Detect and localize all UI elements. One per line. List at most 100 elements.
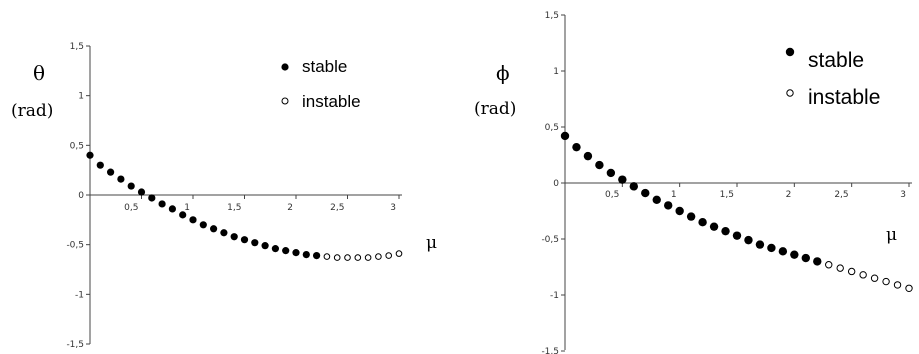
legend-label-instable: instable	[808, 86, 880, 109]
theta-chart: 1,510,50-0,5-1-1,5 0,5 1 1,5 2 2,5 3 θ (rad) …	[11, 42, 437, 350]
stable-point	[168, 205, 176, 213]
stable-point	[271, 245, 279, 253]
stable-point	[801, 253, 810, 263]
instable-point	[364, 254, 372, 261]
y-tick-label: -1,5	[541, 347, 559, 354]
legend-label-instable: instable	[302, 92, 361, 111]
y-tick-label: -0,5	[541, 235, 559, 245]
instable-point	[847, 267, 856, 276]
instable-point	[825, 261, 833, 269]
stable-point	[595, 160, 604, 170]
stable-point	[686, 212, 696, 221]
stable-point	[629, 182, 638, 191]
stable-point	[179, 211, 187, 219]
x-axis-label: μ	[886, 225, 897, 245]
y-tick-label: 0,5	[70, 141, 84, 151]
y-tick-label: 1,5	[70, 42, 84, 52]
legend-marker-stable	[281, 63, 289, 71]
y-tick-label: 0,5	[545, 123, 559, 133]
y-tick-label: 0	[78, 191, 84, 201]
stable-point	[572, 142, 581, 152]
stable-point	[240, 236, 249, 244]
instable-point	[836, 264, 844, 272]
stable-point	[813, 257, 822, 266]
legend-label-stable: stable	[302, 57, 347, 76]
stable-point	[641, 188, 650, 198]
legend-marker-instable	[281, 97, 289, 105]
x-axis-label: μ	[426, 233, 437, 253]
stable-point	[778, 247, 788, 256]
x-tick-label: 2	[287, 203, 293, 213]
stable-point	[721, 226, 730, 236]
legend: stable instable	[281, 57, 361, 111]
y-tick-label: 0	[553, 179, 559, 189]
stable-point	[127, 182, 135, 190]
stable-point	[709, 222, 719, 231]
stable-point	[86, 151, 94, 159]
instable-point	[882, 277, 890, 286]
stable-point	[744, 235, 753, 245]
data-points	[560, 131, 913, 292]
stable-point	[199, 221, 207, 229]
y-tick-label: 1	[78, 92, 84, 102]
y-axis-symbol: θ	[33, 61, 45, 85]
stable-point	[313, 251, 321, 260]
x-tick-label: 0,5	[124, 203, 138, 213]
x-tick-label: 1,5	[720, 190, 734, 200]
y-axis-unit: (rad)	[11, 101, 53, 121]
stable-point	[767, 243, 776, 253]
stable-point	[107, 168, 115, 176]
y-axis-symbol: ϕ	[496, 61, 510, 85]
stable-point	[292, 249, 300, 257]
stable-point	[210, 225, 218, 233]
stable-point	[790, 250, 799, 259]
x-tick-label: 1,5	[227, 203, 241, 213]
stable-point	[652, 195, 661, 204]
y-tick-label: -0,5	[66, 241, 84, 251]
stable-point	[251, 239, 259, 247]
stable-point	[96, 161, 104, 169]
y-tick-label: -1,5	[66, 340, 84, 350]
x-tick-label: 3	[390, 203, 396, 213]
legend: stable instable	[785, 47, 880, 109]
instable-point	[354, 254, 362, 261]
stable-point	[606, 168, 616, 178]
stable-point	[583, 151, 593, 161]
x-tick-label: 0,5	[605, 190, 619, 200]
x-ticks: 0,5 1 1,5 2 2,5 3	[124, 195, 400, 213]
y-ticks: 1,5 1 0,5 0 -0,5 -1 -1,5	[541, 11, 565, 354]
instable-point	[859, 271, 867, 279]
stable-point	[282, 247, 290, 255]
legend-label-stable: stable	[808, 49, 864, 72]
instable-point	[333, 254, 341, 261]
x-tick-label: 2	[786, 190, 792, 200]
stable-point	[618, 175, 627, 184]
x-tick-label: 2,5	[834, 190, 848, 200]
stable-point	[302, 251, 310, 259]
stable-point	[117, 175, 125, 183]
instable-point	[893, 281, 902, 289]
stable-point	[560, 131, 570, 141]
stable-point	[158, 200, 166, 208]
stable-point	[755, 240, 765, 249]
y-tick-label: -1	[550, 291, 559, 301]
stable-point	[675, 206, 684, 216]
stable-point	[698, 218, 707, 227]
x-tick-label: 3	[900, 190, 906, 200]
y-tick-label: -1	[75, 290, 84, 300]
x-tick-label: 1	[671, 190, 677, 200]
instable-point	[870, 274, 879, 282]
y-tick-label: 1,5	[545, 11, 559, 21]
instable-point	[395, 250, 403, 257]
data-points	[86, 151, 403, 261]
stable-point	[189, 216, 197, 224]
stable-point	[230, 233, 238, 241]
stable-point	[261, 242, 269, 250]
instable-point	[375, 253, 382, 260]
stable-point	[664, 201, 673, 210]
x-tick-label: 1	[184, 203, 190, 213]
y-tick-label: 1	[553, 67, 559, 77]
stable-point	[137, 188, 146, 196]
instable-point	[344, 254, 351, 261]
